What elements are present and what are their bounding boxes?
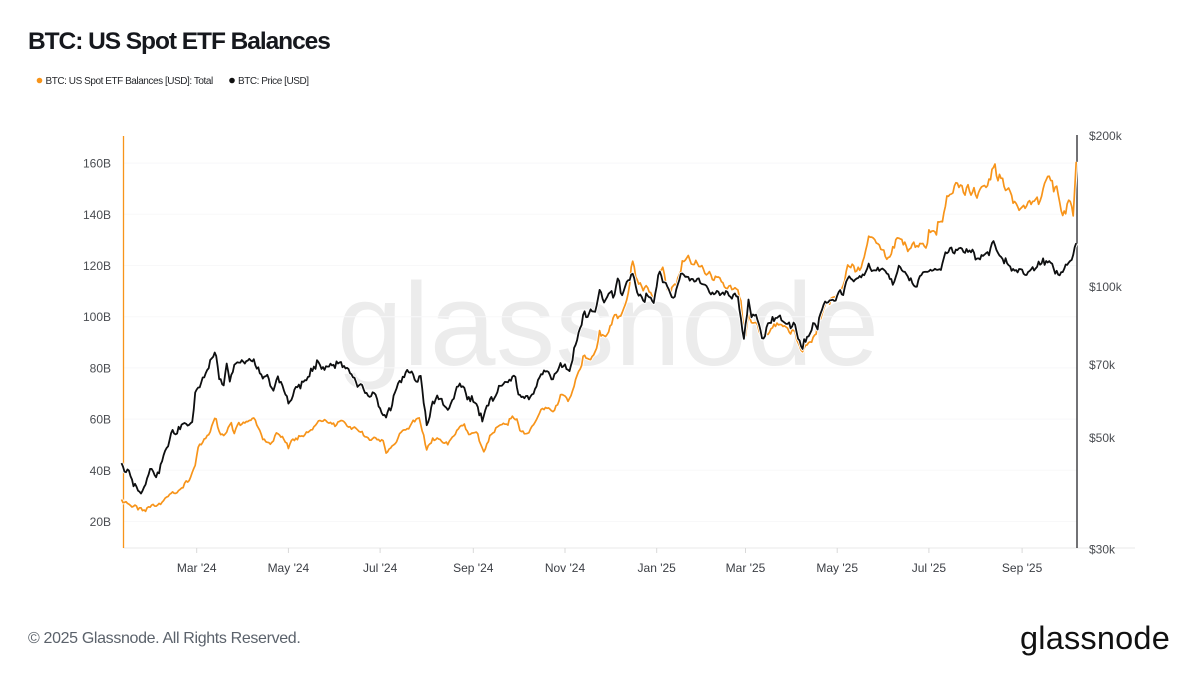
svg-text:$50k: $50k xyxy=(1089,431,1116,445)
svg-text:glassnode: glassnode xyxy=(337,259,879,391)
svg-text:$200k: $200k xyxy=(1089,129,1123,143)
svg-text:BTC: Price [USD]: BTC: Price [USD] xyxy=(238,76,309,87)
svg-text:$70k: $70k xyxy=(1089,358,1116,372)
svg-text:Jan '25: Jan '25 xyxy=(638,561,677,575)
svg-text:Sep '25: Sep '25 xyxy=(1002,561,1043,575)
svg-text:Sep '24: Sep '24 xyxy=(453,561,494,575)
svg-text:120B: 120B xyxy=(83,259,111,273)
svg-text:Jul '25: Jul '25 xyxy=(912,561,947,575)
svg-text:$30k: $30k xyxy=(1089,543,1116,557)
svg-text:Nov '24: Nov '24 xyxy=(545,561,586,575)
svg-text:60B: 60B xyxy=(90,413,111,427)
svg-text:BTC: US Spot ETF Balances [USD: BTC: US Spot ETF Balances [USD]: Total xyxy=(46,76,213,87)
svg-text:80B: 80B xyxy=(90,361,111,375)
svg-text:160B: 160B xyxy=(83,157,111,171)
svg-text:$100k: $100k xyxy=(1089,280,1123,294)
svg-text:Jul '24: Jul '24 xyxy=(363,561,398,575)
svg-text:May '25: May '25 xyxy=(816,561,858,575)
svg-text:May '24: May '24 xyxy=(268,561,310,575)
svg-text:140B: 140B xyxy=(83,208,111,222)
svg-text:20B: 20B xyxy=(90,515,111,529)
svg-text:40B: 40B xyxy=(90,464,111,478)
svg-text:100B: 100B xyxy=(83,310,111,324)
svg-text:Mar '25: Mar '25 xyxy=(726,561,766,575)
svg-text:Mar '24: Mar '24 xyxy=(177,561,217,575)
